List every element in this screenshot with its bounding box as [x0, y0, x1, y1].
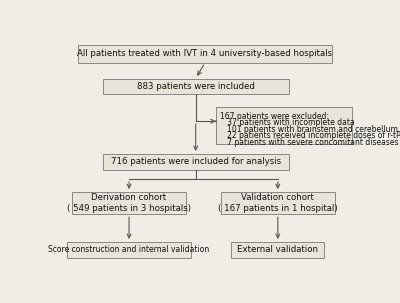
FancyBboxPatch shape [220, 192, 335, 214]
Text: 37 patients with incomplete data: 37 patients with incomplete data [220, 118, 354, 127]
FancyBboxPatch shape [78, 45, 332, 63]
Text: 883 patients were included: 883 patients were included [137, 82, 255, 91]
Text: Score construction and internal validation: Score construction and internal validati… [48, 245, 210, 254]
FancyBboxPatch shape [72, 192, 186, 214]
Text: 716 patients were included for analysis: 716 patients were included for analysis [111, 157, 281, 166]
FancyBboxPatch shape [231, 242, 324, 258]
Text: 167 patients were excluded:: 167 patients were excluded: [220, 112, 328, 121]
Text: All patients treated with IVT in 4 university-based hospitals: All patients treated with IVT in 4 unive… [78, 49, 332, 58]
Text: 22 patients received incomplete doses of r-tPA: 22 patients received incomplete doses of… [220, 131, 400, 140]
Text: Validation cohort
( 167 patients in 1 hospital): Validation cohort ( 167 patients in 1 ho… [218, 194, 338, 213]
Text: 7 patients with severe concomitant diseases: 7 patients with severe concomitant disea… [220, 138, 398, 147]
FancyBboxPatch shape [103, 154, 289, 170]
FancyBboxPatch shape [216, 107, 352, 144]
Text: 101 patients with brainstem and cerebellum stroke: 101 patients with brainstem and cerebell… [220, 125, 400, 134]
FancyBboxPatch shape [67, 242, 191, 258]
FancyBboxPatch shape [103, 78, 289, 95]
Text: External validation: External validation [237, 245, 318, 254]
Text: Derivation cohort
( 549 patients in 3 hospitals): Derivation cohort ( 549 patients in 3 ho… [67, 194, 191, 213]
